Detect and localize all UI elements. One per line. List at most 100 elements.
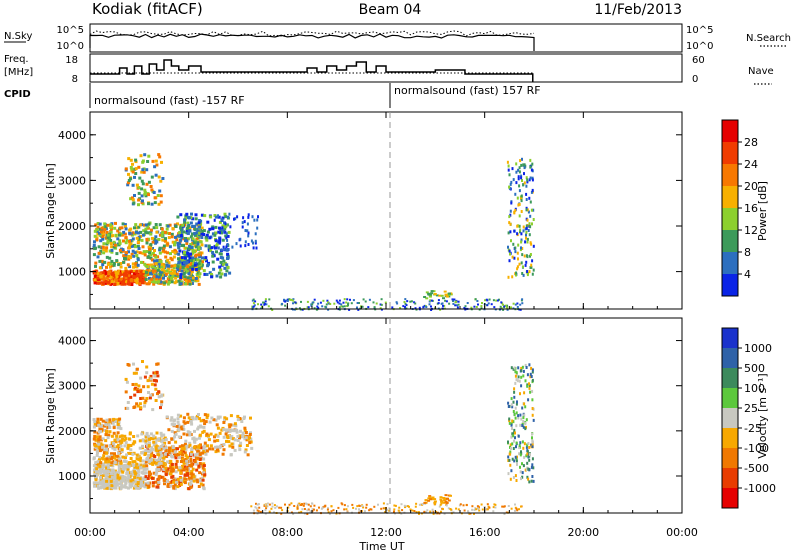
- data-cell-1401: [158, 189, 162, 193]
- data-cell-1733: [327, 301, 330, 304]
- data-cell-1561: [507, 440, 509, 444]
- data-cell-1594: [528, 480, 531, 484]
- data-cell-679: [178, 445, 182, 449]
- data-cell-932: [92, 418, 96, 421]
- data-cell-1127: [170, 429, 174, 433]
- data-cell-1454: [518, 379, 521, 383]
- data-cell-1095: [185, 246, 188, 250]
- data-cell-1852: [343, 504, 346, 507]
- data-cell-732: [146, 481, 150, 485]
- data-cell-407: [173, 487, 177, 491]
- data-cell-845: [122, 254, 126, 258]
- data-cell-334: [101, 482, 105, 486]
- data-cell-1041: [193, 258, 197, 261]
- data-cell-523: [146, 269, 150, 273]
- data-cell-1830: [298, 502, 301, 505]
- data-cell-1440: [531, 436, 533, 440]
- colorbar-tick-label: 25: [744, 402, 758, 415]
- data-cell-728: [181, 449, 185, 453]
- data-cell-1581: [531, 442, 534, 446]
- data-cell-1563: [531, 176, 534, 180]
- data-cell-810: [98, 458, 101, 462]
- data-cell-1037: [158, 461, 162, 465]
- data-cell-292: [99, 470, 103, 474]
- data-cell-1356: [151, 408, 155, 412]
- data-cell-890: [113, 452, 116, 456]
- colorbar-band: [722, 120, 738, 143]
- data-cell-1398: [134, 386, 138, 390]
- data-cell-1150: [203, 272, 207, 276]
- data-cell-229: [126, 271, 130, 275]
- data-cell-1829: [448, 302, 451, 305]
- data-cell-1879: [471, 508, 474, 511]
- data-cell-1291: [226, 436, 230, 440]
- data-cell-983: [113, 243, 117, 247]
- xtick-label: 20:00: [567, 526, 599, 539]
- ytick-label: 4000: [58, 335, 86, 348]
- data-cell-1524: [516, 232, 519, 236]
- data-cell-1299: [178, 451, 182, 454]
- data-cell-1810: [380, 308, 383, 311]
- data-cell-1159: [235, 430, 239, 434]
- data-cell-843: [116, 431, 120, 435]
- data-cell-253: [133, 272, 136, 276]
- data-cell-976: [135, 457, 139, 460]
- data-cell-1314: [219, 256, 223, 259]
- data-cell-1431: [520, 366, 523, 370]
- data-cell-1553: [521, 253, 524, 257]
- data-cell-1305: [205, 238, 209, 242]
- data-cell-1694: [265, 507, 268, 510]
- data-cell-181: [113, 270, 117, 274]
- beam-title: Beam 04: [359, 2, 422, 18]
- data-cell-1033: [162, 456, 166, 460]
- data-cell-1134: [249, 431, 252, 435]
- data-cell-568: [167, 280, 171, 284]
- data-cell-734: [169, 252, 172, 256]
- data-cell-929: [110, 455, 114, 459]
- data-cell-1608: [516, 305, 519, 308]
- data-cell-1157: [190, 252, 194, 256]
- data-cell-273: [139, 274, 143, 278]
- data-cell-756: [147, 222, 151, 226]
- data-cell-1026: [139, 456, 142, 460]
- data-cell-1549: [506, 160, 509, 164]
- data-cell-879: [115, 445, 119, 449]
- data-cell-1937: [213, 218, 216, 222]
- data-cell-1864: [346, 511, 349, 514]
- data-cell-999: [129, 452, 133, 455]
- data-cell-976: [186, 221, 190, 225]
- data-cell-1473: [531, 162, 534, 166]
- data-cell-846: [95, 435, 99, 439]
- data-cell-723: [150, 263, 154, 267]
- data-cell-1604: [522, 374, 525, 378]
- data-cell-866: [152, 226, 156, 230]
- data-cell-1005: [148, 441, 151, 445]
- data-cell-1142: [192, 241, 196, 245]
- data-cell-1147: [209, 432, 213, 436]
- data-cell-1335: [150, 202, 154, 206]
- data-cell-1584: [512, 434, 515, 438]
- data-cell-1844: [351, 503, 354, 506]
- data-cell-541: [174, 276, 178, 280]
- data-cell-281: [131, 274, 135, 278]
- xtick-label: 08:00: [271, 526, 303, 539]
- data-cell-1804: [281, 302, 284, 305]
- data-cell-232: [116, 482, 120, 486]
- data-cell-1807: [478, 509, 481, 512]
- data-cell-1659: [438, 505, 441, 508]
- data-cell-1219: [190, 450, 194, 454]
- data-cell-1892: [442, 501, 446, 504]
- data-cell-1418: [147, 180, 151, 184]
- data-cell-393: [152, 471, 156, 475]
- data-cell-1442: [512, 178, 515, 182]
- data-cell-1321: [213, 445, 217, 449]
- data-cell-1847: [286, 299, 289, 302]
- colorbar-tick-label: 24: [744, 158, 758, 171]
- data-cell-1259: [195, 414, 199, 418]
- data-cell-552: [164, 446, 168, 450]
- data-cell-1036: [158, 246, 162, 250]
- data-cell-1304: [210, 275, 214, 279]
- data-cell-465: [173, 454, 176, 458]
- data-cell-1771: [281, 509, 284, 512]
- data-cell-1821: [270, 507, 273, 510]
